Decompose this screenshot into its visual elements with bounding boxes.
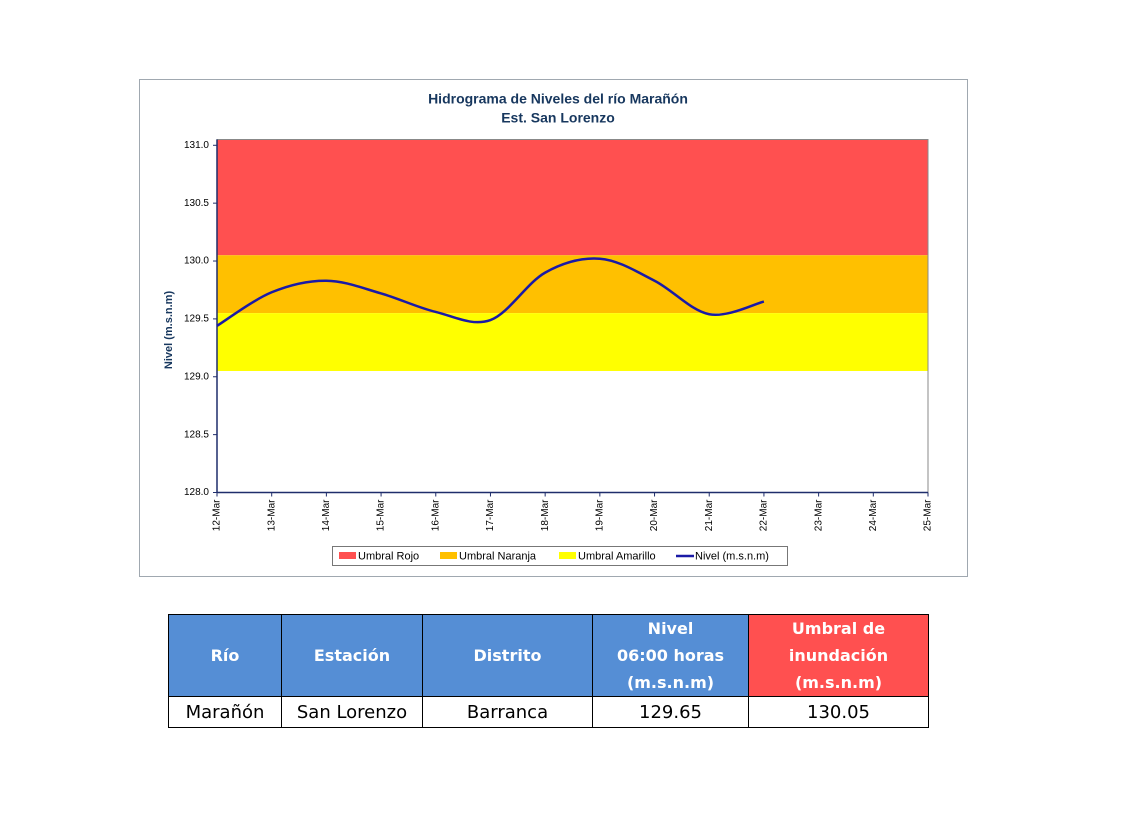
legend-swatch [440,552,457,559]
threshold-band [217,139,928,256]
header-cell: Umbral de inundación (m.s.n.m) [748,614,929,697]
legend-label: Umbral Amarillo [578,550,656,562]
y-tick-label: 130.0 [184,256,209,267]
header-row: Río Estación Distrito Nivel 06:00 horas (m… [168,614,929,697]
y-tick-label: 131.0 [184,140,209,151]
header-text: Umbral de [791,619,886,638]
y-tick-label: 129.5 [184,314,209,325]
y-tick-label: 130.5 [184,198,209,209]
y-tick-label: 129.0 [184,371,209,382]
header-text: (m.s.n.m) [626,673,715,692]
x-tick-label: 25-Mar [923,499,934,531]
legend-label: Nivel (m.s.n.m) [695,550,769,562]
header-text: Estación [313,646,391,665]
chart-subtitle: Est. San Lorenzo [501,110,615,126]
legend-swatch [559,552,576,559]
header-cell: Estación [281,614,423,697]
header-text: Nivel [647,619,694,638]
threshold-band [217,255,928,314]
header-text: (m.s.n.m) [794,673,883,692]
x-tick-label: 18-Mar [540,499,551,531]
x-tick-label: 13-Mar [266,499,277,531]
x-tick-label: 21-Mar [704,499,715,531]
x-tick-label: 22-Mar [759,499,770,531]
legend-label: Umbral Naranja [459,550,537,562]
cell: Barranca [422,696,593,728]
chart-title: Hidrograma de Niveles del río Marañón [428,91,688,107]
cell: San Lorenzo [281,696,423,728]
x-tick-label: 24-Mar [868,499,879,531]
series-line [216,257,765,327]
x-tick-label: 15-Mar [376,499,387,531]
y-tick-label: 128.5 [184,429,209,440]
x-tick-label: 14-Mar [321,499,332,531]
x-tick-label: 16-Mar [430,499,441,531]
x-tick-label: 20-Mar [649,499,660,531]
x-tick-label: 19-Mar [594,499,605,531]
x-tick-label: 17-Mar [485,499,496,531]
data-row: Marañón San Lorenzo Barranca 129.65 130.… [168,696,929,728]
header-cell: Río [168,614,282,697]
y-axis-label: Nivel (m.s.n.m) [163,291,175,370]
header-cell: Nivel 06:00 horas (m.s.n.m) [592,614,749,697]
legend-swatch [339,552,356,559]
header-text: Distrito [473,646,542,665]
threshold-band [217,313,928,371]
cell: 130.05 [748,696,929,728]
header-text: Río [210,646,240,665]
y-tick-label: 128.0 [184,487,209,498]
cell: 129.65 [592,696,749,728]
header-text: 06:00 horas [616,646,725,665]
header-cell: Distrito [422,614,593,697]
cell: Marañón [168,696,282,728]
legend-label: Umbral Rojo [358,550,419,562]
data-table: Río Estación Distrito Nivel 06:00 horas (m… [168,614,929,728]
header-text: inundación [788,646,889,665]
x-tick-label: 12-Mar [212,499,223,531]
x-tick-label: 23-Mar [813,499,824,531]
